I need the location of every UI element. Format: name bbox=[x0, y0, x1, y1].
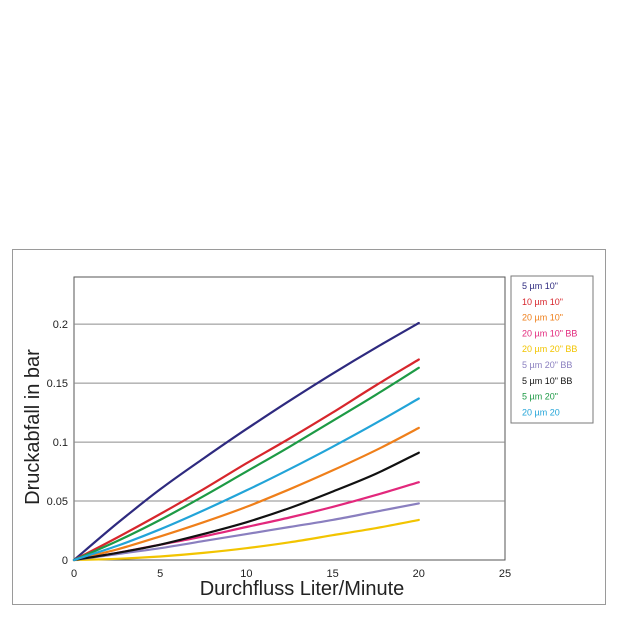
legend-box bbox=[510, 275, 594, 424]
x-tick-label: 25 bbox=[499, 568, 511, 580]
x-tick-label: 15 bbox=[326, 568, 338, 580]
y-tick-label: 0 bbox=[62, 555, 68, 567]
legend-entry: 5 µm 20" bbox=[522, 392, 558, 402]
legend: 5 µm 10" 10 µm 10" 20 µm 10" 20 µm 10" BB 20… bbox=[510, 275, 594, 424]
legend-entry: 5 µm 10" BB bbox=[522, 376, 572, 386]
x-tick-label: 5 bbox=[157, 568, 163, 580]
legend-entry: 20 µm 20" BB bbox=[522, 344, 577, 354]
y-tick-label: 0.2 bbox=[53, 319, 68, 331]
legend-entry: 5 µm 10" bbox=[522, 281, 558, 291]
series-line bbox=[72, 397, 420, 562]
legend-entry: 20 µm 20 bbox=[522, 407, 560, 417]
series-line bbox=[72, 502, 420, 562]
y-tick-label: 0.05 bbox=[47, 496, 68, 508]
series-line bbox=[72, 321, 420, 562]
y-tick-label: 0.1 bbox=[53, 437, 68, 449]
tick-layer: 0 0.05 0.1 0.15 0.2 0 5 10 15 20 25 bbox=[47, 319, 512, 580]
y-axis-label: Druckabfall in bar bbox=[22, 349, 44, 505]
plot-area-border bbox=[73, 276, 506, 561]
series-line bbox=[72, 358, 420, 562]
x-tick-label: 0 bbox=[71, 568, 77, 580]
legend-entry: 20 µm 10" BB bbox=[522, 328, 577, 338]
x-tick-label: 20 bbox=[413, 568, 425, 580]
y-tick-label: 0.15 bbox=[47, 378, 68, 390]
x-axis-label: Durchfluss Liter/Minute bbox=[200, 578, 405, 600]
legend-entry: 10 µm 10" bbox=[522, 297, 563, 307]
series-line bbox=[72, 426, 420, 562]
legend-entry: 5 µm 20" BB bbox=[522, 360, 572, 370]
x-tick-label: 10 bbox=[240, 568, 252, 580]
series-line bbox=[72, 518, 420, 562]
series-line bbox=[72, 366, 420, 562]
legend-entry: 20 µm 10" bbox=[522, 313, 563, 323]
series-line bbox=[72, 451, 420, 562]
series-layer bbox=[72, 321, 420, 562]
